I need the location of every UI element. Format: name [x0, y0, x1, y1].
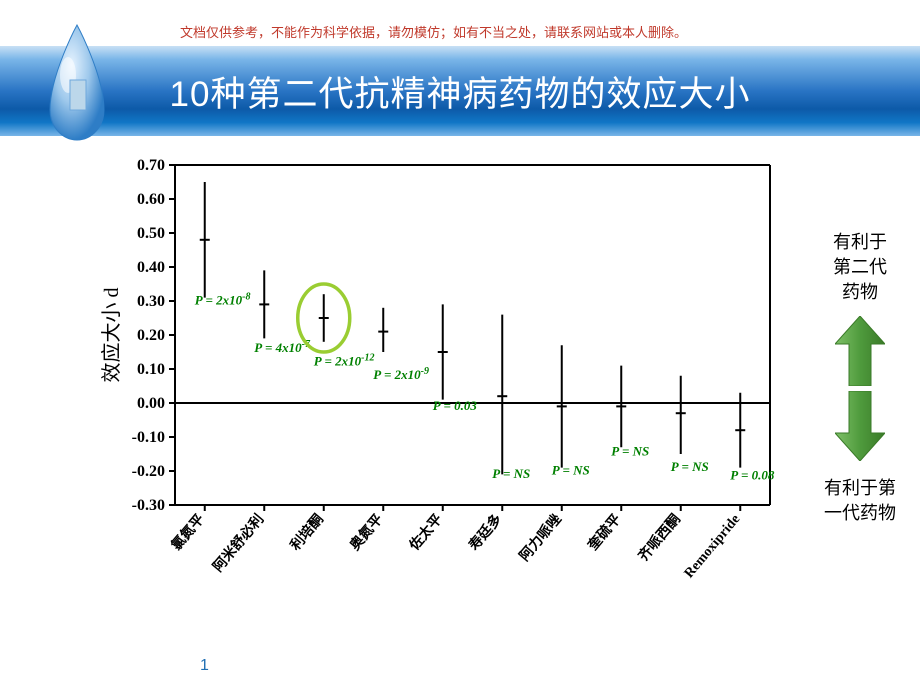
svg-text:P = 0.03: P = 0.03 [433, 398, 478, 413]
svg-text:P = 4x10-7: P = 4x10-7 [254, 339, 311, 355]
svg-text:奎硫平: 奎硫平 [584, 511, 625, 555]
svg-text:0.70: 0.70 [137, 157, 165, 174]
effect-size-chart: -0.30 -0.20 -0.10 0.00 0.10 0.20 0.30 0.40 0.50 0… [100, 150, 790, 620]
svg-text:氯氮平: 氯氮平 [168, 511, 208, 554]
svg-text:0.60: 0.60 [137, 191, 165, 208]
svg-text:阿米舒必利: 阿米舒必利 [209, 511, 267, 576]
svg-text:Remoxipride: Remoxipride [682, 512, 743, 581]
page-number: 1 [200, 657, 209, 675]
svg-text:寿廷多: 寿廷多 [465, 511, 505, 554]
label-favor-secondgen: 有利于第二代药物 [815, 230, 905, 306]
svg-text:P = NS: P = NS [611, 444, 649, 459]
disclaimer-text: 文档仅供参考，不能作为科学依据，请勿模仿；如有不当之处，请联系网站或本人删除。 [180, 22, 860, 41]
svg-text:0.10: 0.10 [137, 361, 165, 378]
svg-text:P = 2x10-12: P = 2x10-12 [314, 353, 375, 369]
svg-text:-0.20: -0.20 [132, 463, 165, 480]
header-band: 10种第二代抗精神病药物的效应大小 [0, 46, 920, 136]
svg-text:效应大小 d: 效应大小 d [100, 288, 123, 383]
svg-text:P = NS: P = NS [671, 459, 709, 474]
svg-text:奥氮平: 奥氮平 [346, 511, 386, 554]
svg-text:-0.10: -0.10 [132, 429, 165, 446]
svg-text:0.20: 0.20 [137, 327, 165, 344]
svg-text:阿力哌唑: 阿力哌唑 [516, 511, 565, 565]
waterdrop-icon [35, 20, 120, 160]
arrow-down-icon [835, 391, 885, 461]
svg-text:0.50: 0.50 [137, 225, 165, 242]
direction-legend: 有利于第二代药物 有利于第一代药物 [815, 230, 905, 526]
svg-text:0.40: 0.40 [137, 259, 165, 276]
svg-text:0.00: 0.00 [137, 395, 165, 412]
page-title: 10种第二代抗精神病药物的效应大小 [170, 66, 751, 117]
label-favor-firstgen: 有利于第一代药物 [815, 476, 905, 526]
svg-text:P = 0.08: P = 0.08 [730, 468, 775, 483]
arrow-up-icon [835, 316, 885, 386]
svg-text:利培酮: 利培酮 [287, 511, 327, 554]
svg-text:佐太平: 佐太平 [405, 511, 446, 555]
svg-text:P = NS: P = NS [492, 466, 530, 481]
svg-text:齐哌西酮: 齐哌西酮 [635, 511, 684, 565]
svg-text:P = NS: P = NS [552, 462, 590, 477]
svg-text:P = 2x10-9: P = 2x10-9 [373, 366, 429, 382]
svg-text:-0.30: -0.30 [132, 497, 165, 514]
svg-text:0.30: 0.30 [137, 293, 165, 310]
svg-text:P = 2x10-8: P = 2x10-8 [195, 291, 251, 307]
